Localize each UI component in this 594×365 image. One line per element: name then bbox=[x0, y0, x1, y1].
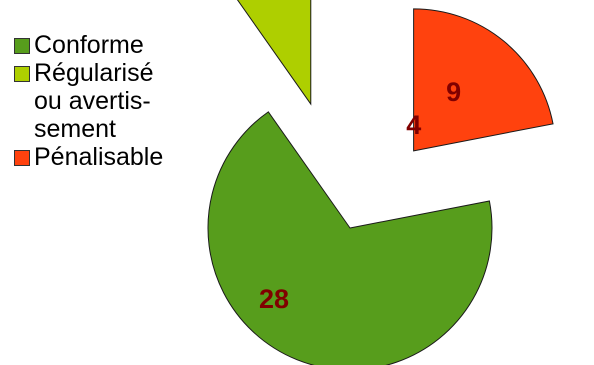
legend-swatch-conforme bbox=[14, 38, 30, 54]
legend-label-regularise: Régularisé ou avertis- sement bbox=[34, 59, 154, 143]
legend-item-conforme: Conforme bbox=[14, 31, 224, 59]
legend-item-regularise: Régularisé ou avertis- sement bbox=[14, 59, 224, 143]
chart-legend: Conforme Régularisé ou avertis- sement P… bbox=[14, 31, 224, 171]
data-label-regularise: 4 bbox=[406, 110, 421, 140]
legend-label-conforme: Conforme bbox=[34, 31, 144, 59]
slice-regularise bbox=[236, 0, 312, 106]
legend-item-penalisable: Pénalisable bbox=[14, 143, 224, 171]
legend-swatch-regularise bbox=[14, 66, 30, 82]
slice-conforme bbox=[207, 111, 493, 365]
pie-slices bbox=[207, 0, 554, 365]
pie-data-labels: 28 49 bbox=[259, 77, 461, 314]
legend-swatch-penalisable bbox=[14, 150, 30, 166]
data-label-conforme: 28 bbox=[259, 284, 289, 314]
legend-label-penalisable: Pénalisable bbox=[34, 143, 164, 171]
data-label-penalisable: 9 bbox=[446, 77, 461, 107]
slice-penalisable bbox=[413, 8, 554, 152]
